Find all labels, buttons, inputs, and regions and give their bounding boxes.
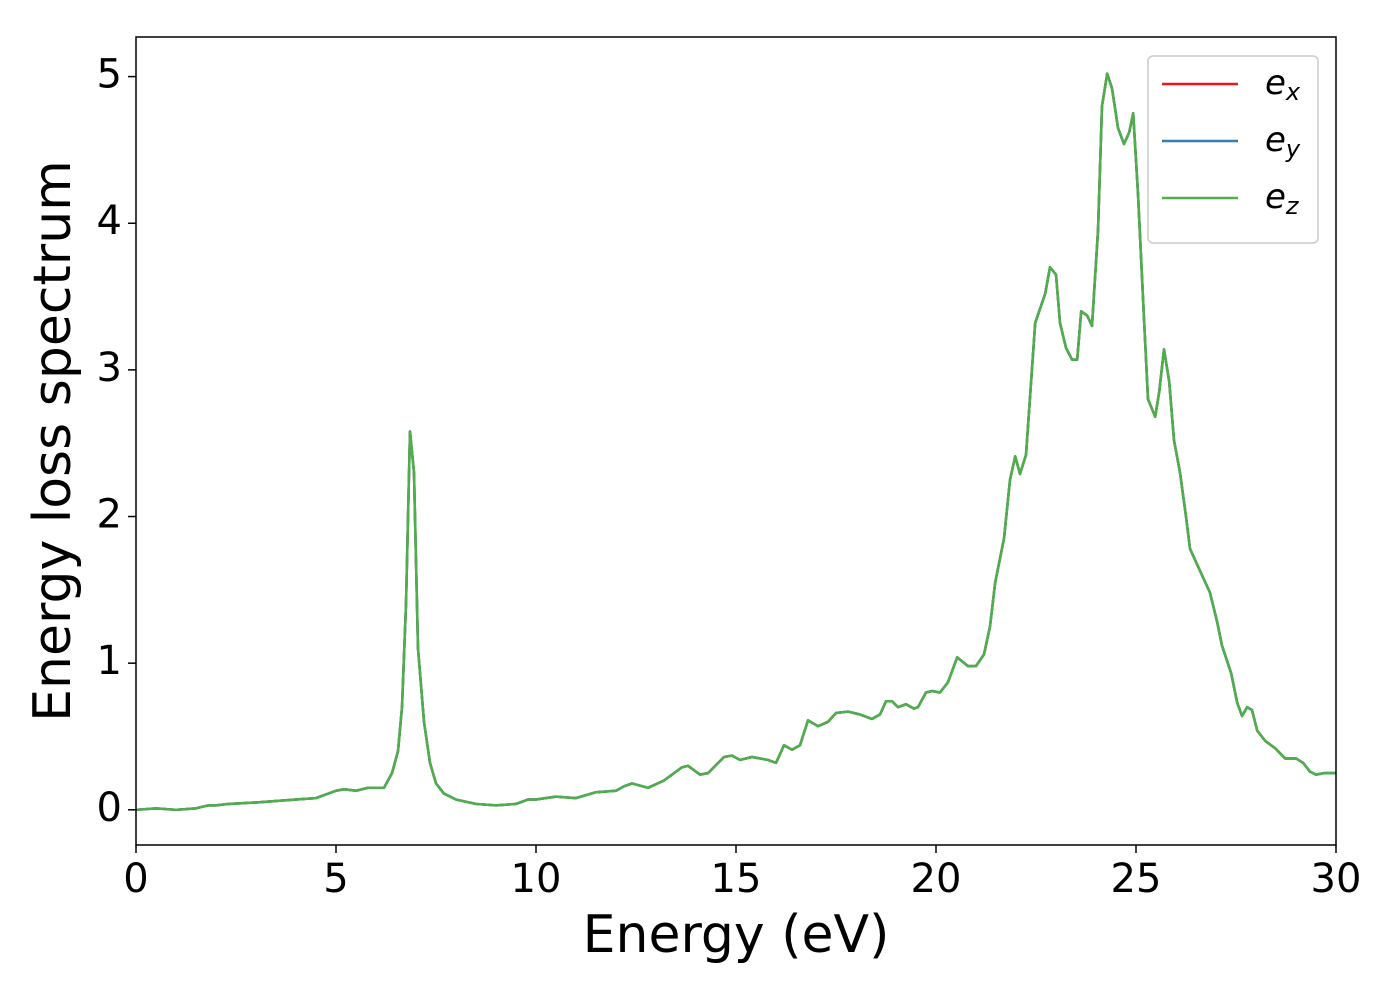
- y-tick-label: 1: [97, 638, 122, 684]
- x-tick-label: 25: [1111, 856, 1162, 902]
- y-tick-label: 5: [97, 52, 122, 98]
- y-tick-label: 4: [97, 198, 122, 244]
- x-tick-label: 10: [511, 856, 562, 902]
- x-tick-label: 30: [1311, 856, 1362, 902]
- y-tick-label: 3: [97, 345, 122, 391]
- y-tick-label: 0: [97, 785, 122, 831]
- x-tick-label: 20: [911, 856, 962, 902]
- x-tick-label: 15: [711, 856, 762, 902]
- legend: ex ey ez: [1147, 55, 1319, 244]
- x-tick-label: 0: [123, 856, 148, 902]
- legend-label: ez: [1265, 177, 1300, 221]
- y-tick-label: 2: [97, 492, 122, 538]
- legend-label: ex: [1265, 63, 1301, 107]
- line: [135, 72, 1336, 812]
- legend-box: [1147, 55, 1319, 244]
- plot-frame: [135, 36, 1337, 846]
- y-axis-label: Energy loss spectrum: [23, 160, 83, 722]
- x-tick-label: 5: [323, 856, 348, 902]
- x-axis-label: Energy (eV): [583, 905, 890, 965]
- legend-label: ey: [1265, 120, 1301, 164]
